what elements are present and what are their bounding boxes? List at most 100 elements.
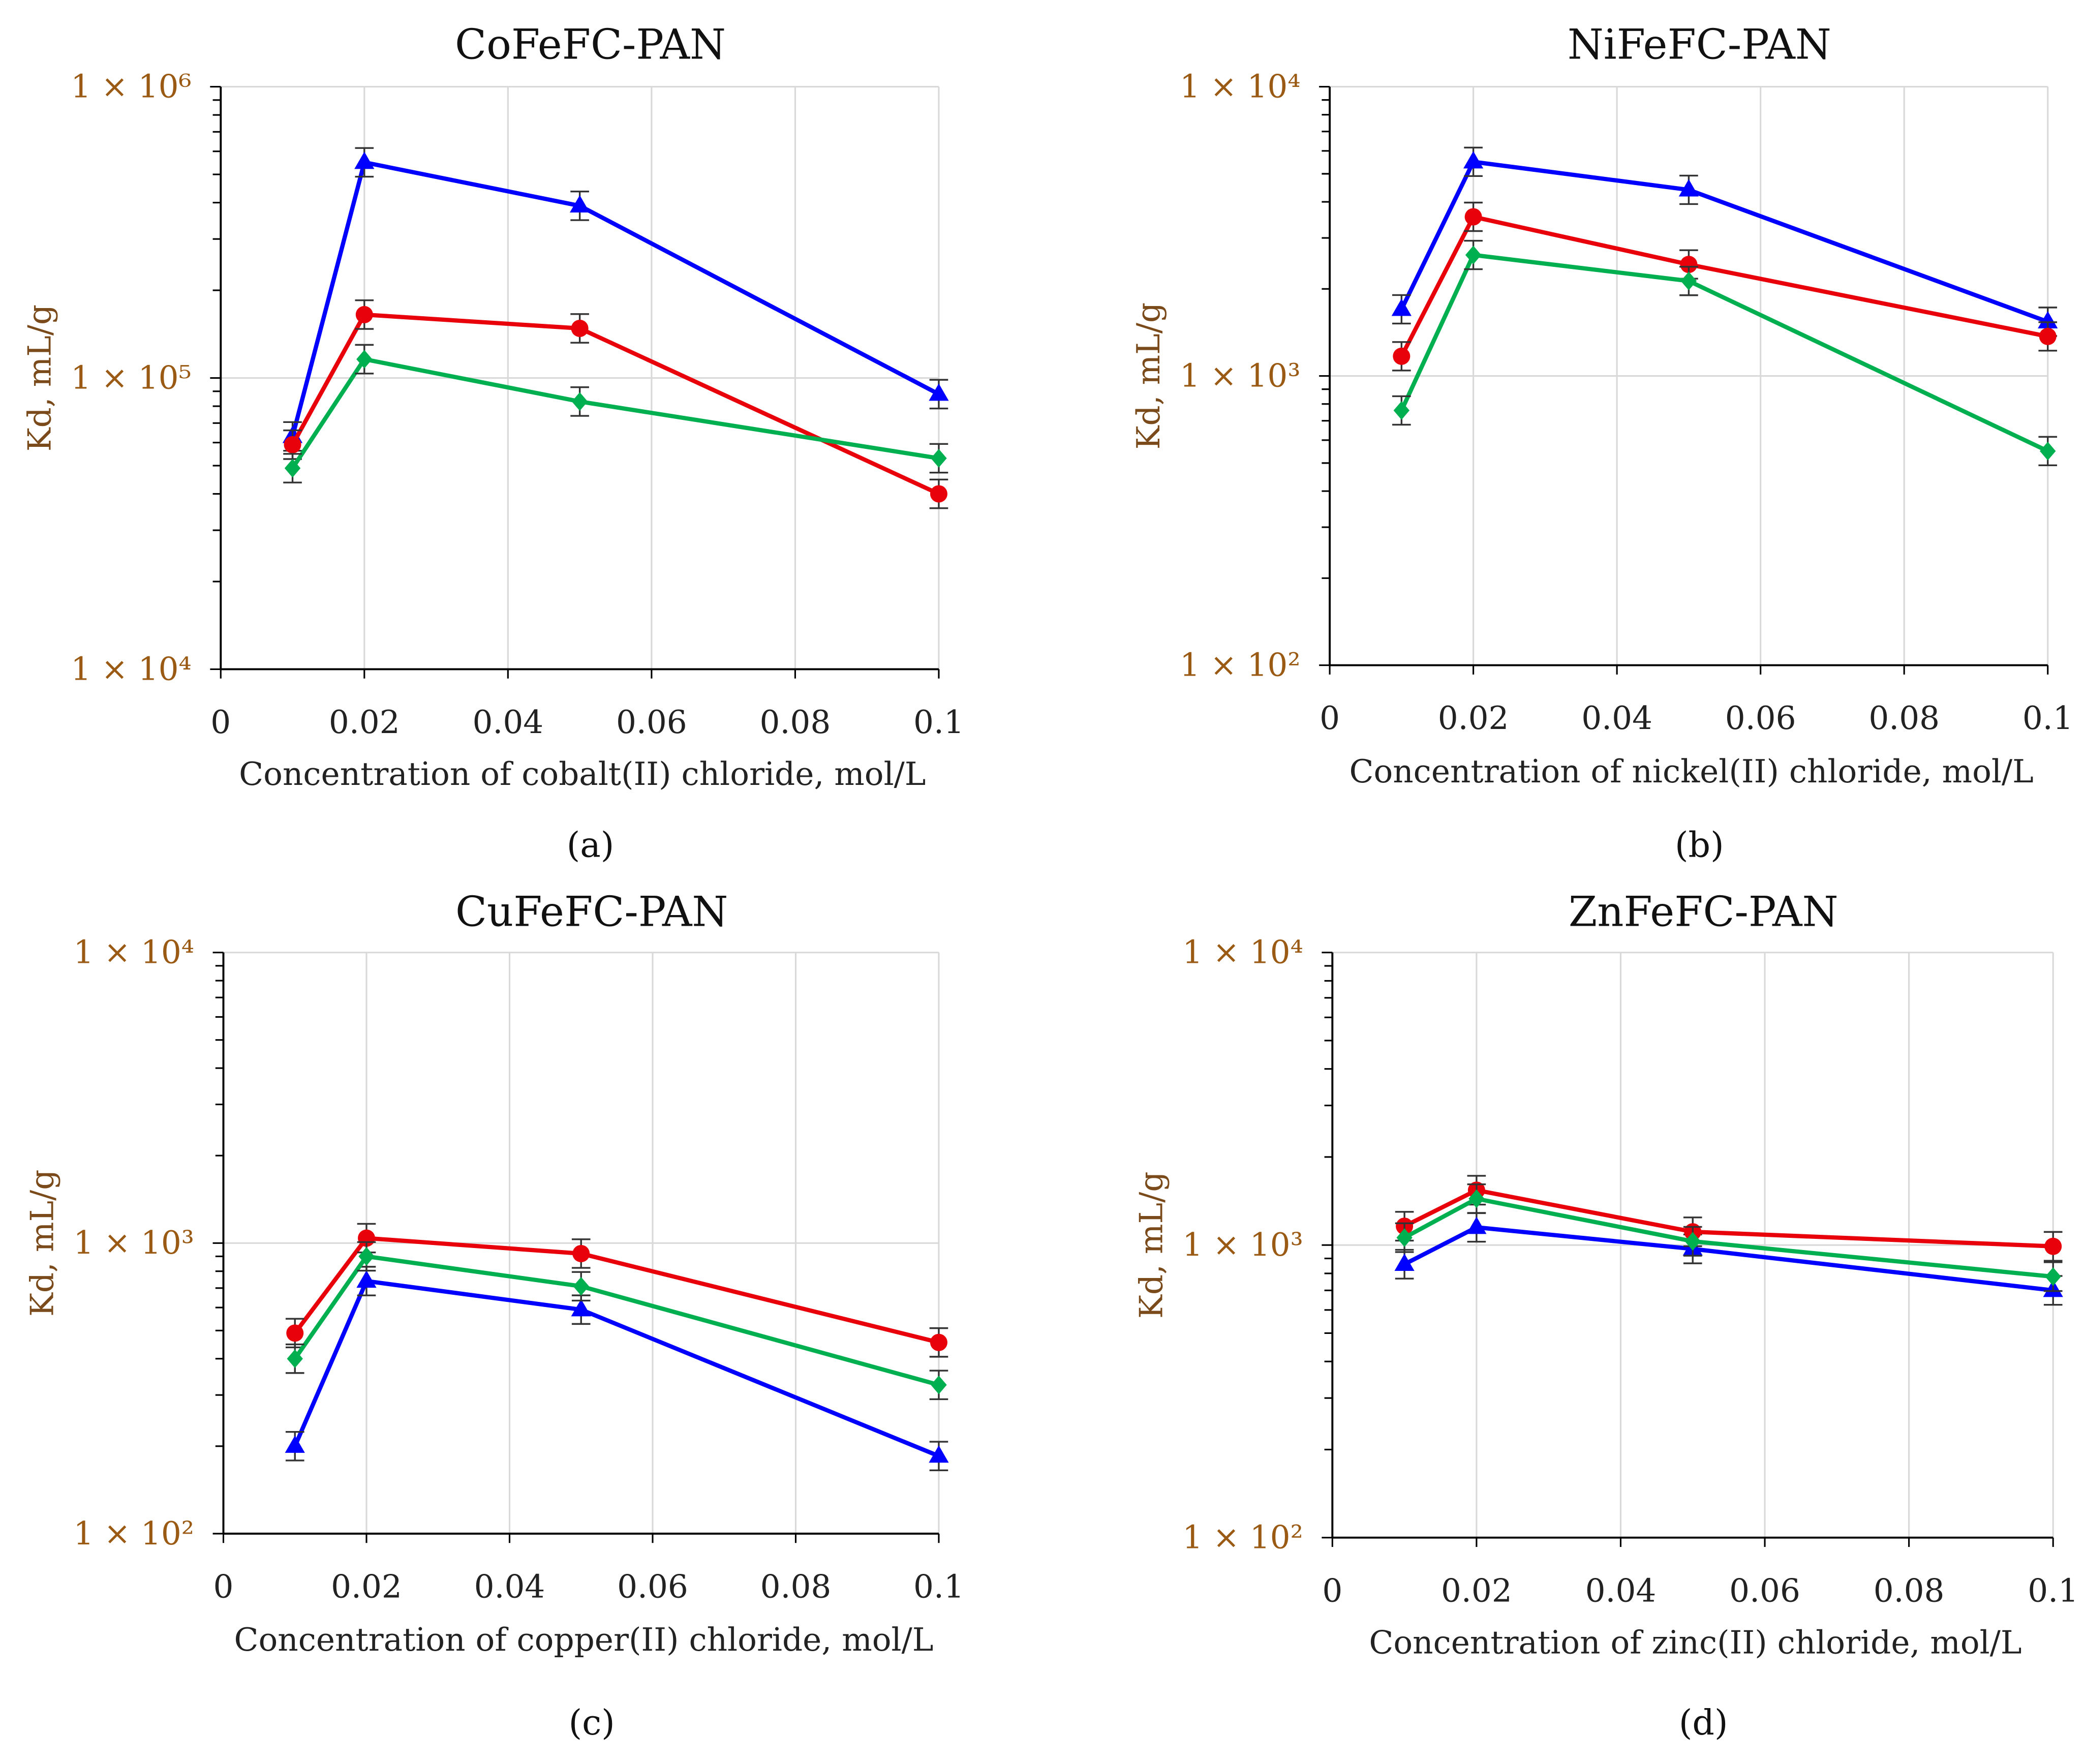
series-circle bbox=[1395, 1175, 2063, 1262]
x-tick-label: 0 bbox=[210, 704, 231, 741]
data-point-triangle bbox=[929, 383, 949, 401]
x-axis-label: Concentration of nickel(II) chloride, mo… bbox=[1349, 753, 2033, 790]
data-point-circle bbox=[2044, 1237, 2062, 1255]
y-tick-label: 1 × 10³ bbox=[1182, 1226, 1303, 1263]
data-point-diamond bbox=[931, 449, 947, 468]
series-diamond bbox=[1392, 239, 2058, 467]
data-point-diamond bbox=[284, 459, 301, 478]
data-point-circle bbox=[572, 1244, 590, 1262]
series-line bbox=[293, 1279, 940, 1458]
series-line bbox=[1403, 1188, 2053, 1249]
series-line bbox=[1399, 160, 2049, 324]
data-point-triangle bbox=[1678, 179, 1699, 197]
data-point-circle bbox=[930, 1333, 947, 1351]
y-tick-label: 1 × 10² bbox=[1182, 1519, 1303, 1556]
y-axis-label: Kd, mL/g bbox=[21, 305, 58, 452]
y-axis-label: Kd, mL/g bbox=[24, 1170, 61, 1317]
x-tick-label: 0.08 bbox=[760, 1568, 832, 1605]
x-axis-label: Concentration of copper(II) chloride, mo… bbox=[234, 1621, 933, 1658]
data-point-triangle bbox=[285, 1435, 305, 1453]
x-tick-label: 0.06 bbox=[617, 1568, 688, 1605]
x-tick-label: 0.1 bbox=[913, 704, 964, 741]
chart-panel-d: 1 × 10² 1 × 10³ 1 × 10⁴ 0 0.02 0.04 0.06 0.08 0.… bbox=[1132, 888, 2078, 1743]
data-point-circle bbox=[355, 306, 373, 323]
data-point-diamond bbox=[1680, 271, 1697, 291]
x-tick-label: 0.08 bbox=[1874, 1572, 1945, 1609]
data-point-diamond bbox=[356, 350, 373, 369]
x-tick-label: 0.04 bbox=[474, 1568, 545, 1605]
x-tick-label: 0 bbox=[1322, 1572, 1342, 1609]
data-point-circle bbox=[571, 319, 589, 337]
series-circle bbox=[285, 1223, 948, 1358]
series-line bbox=[290, 312, 940, 496]
data-point-diamond bbox=[1465, 246, 1482, 264]
x-tick-label: 0.08 bbox=[760, 704, 831, 741]
data-point-circle bbox=[1680, 256, 1698, 273]
chart-title: ZnFeFC-PAN bbox=[1569, 888, 1838, 936]
x-tick-label: 0.02 bbox=[331, 1568, 402, 1605]
data-point-circle bbox=[2039, 327, 2057, 345]
data-point-triangle bbox=[1463, 151, 1484, 169]
y-tick-label: 1 × 10⁴ bbox=[1182, 934, 1303, 971]
x-tick-label: 0.1 bbox=[2028, 1572, 2078, 1609]
data-point-triangle bbox=[356, 1270, 377, 1288]
x-tick-label: 0.04 bbox=[1585, 1572, 1657, 1609]
series-diamond bbox=[285, 1241, 948, 1401]
x-tick-label: 0.06 bbox=[616, 704, 687, 741]
chart-panel-a: 1 × 10⁴ 1 × 10⁵ 1 × 10⁶ 0 0.02 0.04 0.06 0.08 0.… bbox=[21, 21, 964, 866]
x-tick-label: 0.02 bbox=[1438, 699, 1509, 737]
y-tick-label: 1 × 10³ bbox=[1180, 357, 1300, 394]
data-point-diamond bbox=[1468, 1189, 1485, 1208]
x-axis-label: Concentration of zinc(II) chloride, mol/… bbox=[1369, 1624, 2021, 1661]
y-tick-label: 1 × 10² bbox=[73, 1515, 194, 1552]
data-point-triangle bbox=[1391, 298, 1412, 316]
data-point-triangle bbox=[929, 1445, 949, 1463]
data-point-triangle bbox=[2038, 311, 2058, 328]
data-point-circle bbox=[284, 436, 301, 453]
panel-caption: (b) bbox=[1675, 825, 1724, 865]
y-tick-label: 1 × 10⁵ bbox=[71, 359, 191, 396]
data-point-circle bbox=[1464, 208, 1482, 226]
x-tick-label: 0 bbox=[1320, 699, 1340, 737]
data-point-diamond bbox=[2045, 1267, 2061, 1286]
x-tick-label: 0.06 bbox=[1725, 699, 1796, 737]
data-point-diamond bbox=[2040, 442, 2056, 461]
y-tick-label: 1 × 10⁴ bbox=[73, 934, 194, 971]
y-tick-label: 1 × 10⁴ bbox=[71, 650, 191, 687]
panel-caption: (c) bbox=[569, 1703, 615, 1743]
x-axis-label: Concentration of cobalt(II) chloride, mo… bbox=[239, 755, 926, 793]
data-point-diamond bbox=[1396, 1228, 1413, 1247]
data-point-triangle bbox=[354, 151, 375, 169]
panel-caption: (d) bbox=[1679, 1703, 1728, 1743]
chart-panel-c: 1 × 10² 1 × 10³ 1 × 10⁴ 0 0.02 0.04 0.06 0.08 0.… bbox=[24, 888, 964, 1743]
series-line bbox=[293, 1236, 939, 1345]
x-tick-label: 0.02 bbox=[1441, 1572, 1512, 1609]
data-point-triangle bbox=[571, 1299, 591, 1317]
data-point-triangle bbox=[1466, 1216, 1487, 1234]
chart-panel-b: 1 × 10² 1 × 10³ 1 × 10⁴ 0 0.02 0.04 0.06 0.08 0.… bbox=[1130, 21, 2073, 866]
y-tick-label: 1 × 10⁴ bbox=[1180, 68, 1300, 105]
data-point-diamond bbox=[1393, 401, 1410, 420]
x-tick-label: 0.02 bbox=[329, 704, 400, 741]
data-point-diamond bbox=[358, 1247, 375, 1266]
y-tick-label: 1 × 10² bbox=[1180, 647, 1300, 684]
panel-caption: (a) bbox=[567, 825, 615, 865]
x-tick-label: 0.1 bbox=[913, 1568, 964, 1605]
series-line bbox=[291, 357, 939, 470]
data-point-diamond bbox=[571, 392, 588, 411]
series-diamond bbox=[1395, 1183, 2063, 1292]
chart-title: CoFeFC-PAN bbox=[455, 21, 726, 69]
x-tick-label: 0.08 bbox=[1868, 699, 1940, 737]
data-point-circle bbox=[1393, 347, 1411, 365]
chart-title: NiFeFC-PAN bbox=[1568, 21, 1831, 69]
x-tick-label: 0.04 bbox=[472, 704, 543, 741]
data-point-circle bbox=[286, 1324, 304, 1342]
x-tick-label: 0.1 bbox=[2022, 699, 2073, 737]
data-point-diamond bbox=[573, 1276, 589, 1296]
x-tick-label: 0.06 bbox=[1729, 1572, 1800, 1609]
series-line bbox=[1403, 1225, 2053, 1293]
x-tick-label: 0.04 bbox=[1581, 699, 1652, 737]
y-tick-label: 1 × 10³ bbox=[73, 1224, 194, 1261]
